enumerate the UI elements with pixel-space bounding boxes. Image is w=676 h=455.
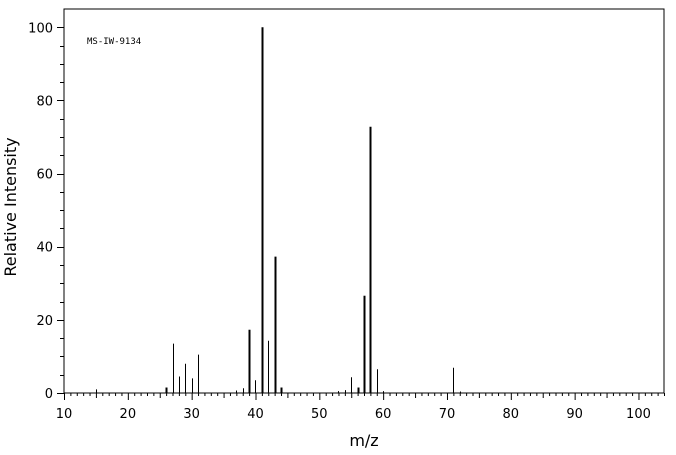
x-tick-label: 70: [439, 407, 456, 422]
x-axis-title: m/z: [349, 431, 378, 450]
x-tick-label: 50: [311, 407, 328, 422]
x-tick-label: 100: [626, 407, 651, 422]
y-tick-label: 100: [28, 21, 53, 36]
x-axis: 10 20 30 40 50 60 70 80 90 100: [56, 393, 665, 422]
spectrum-id-label: MS-IW-9134: [87, 37, 141, 47]
y-tick-label: 40: [36, 241, 53, 256]
y-tick-label: 80: [36, 94, 53, 109]
x-tick-label: 80: [503, 407, 520, 422]
y-tick-label: 60: [36, 168, 53, 183]
spectrum-peaks: [96, 27, 461, 393]
x-tick-label: 60: [375, 407, 392, 422]
x-tick-label: 10: [56, 407, 73, 422]
x-tick-label: 20: [120, 407, 137, 422]
x-tick-label: 90: [566, 407, 583, 422]
x-tick-label: 30: [183, 407, 200, 422]
y-axis: 0 20 40 60 80 100: [28, 21, 64, 402]
x-tick-label: 40: [247, 407, 264, 422]
y-tick-label: 0: [45, 387, 53, 402]
y-axis-title: Relative Intensity: [1, 137, 20, 276]
y-tick-label: 20: [36, 314, 53, 329]
